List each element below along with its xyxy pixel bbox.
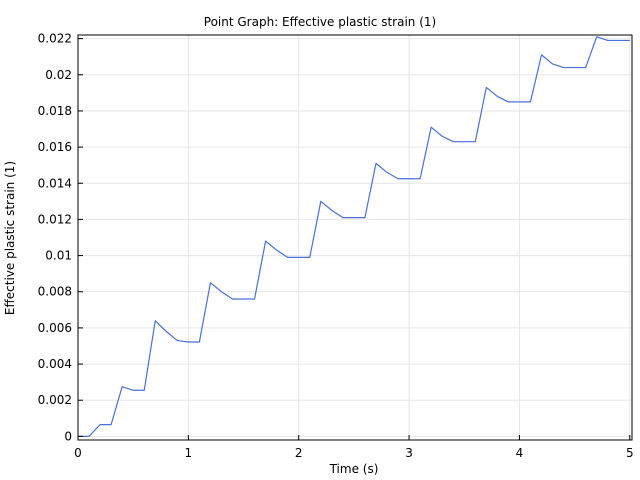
x-tick-label: 5: [626, 446, 634, 460]
x-tick-label: 3: [405, 446, 413, 460]
y-tick-label: 0: [64, 429, 72, 443]
y-tick-label: 0.014: [38, 176, 72, 190]
y-tick-label: 0.006: [38, 321, 72, 335]
x-tick-label: 0: [74, 446, 82, 460]
y-tick-label: 0.022: [38, 32, 72, 46]
y-tick-label: 0.01: [45, 249, 72, 263]
y-tick-label: 0.016: [38, 140, 72, 154]
x-tick-label: 4: [516, 446, 524, 460]
grid: [77, 35, 632, 440]
x-tick-label: 1: [185, 446, 193, 460]
y-tick-label: 0.002: [38, 393, 72, 407]
series-line: [78, 36, 630, 437]
y-axis-title: Effective plastic strain (1): [3, 161, 17, 315]
ticks: 0 1 2 3 4 5 0 0.002 0.004 0.006 0.008 0.01 0.012 0.01…: [38, 32, 634, 460]
series-layer: [78, 36, 630, 437]
x-tick-label: 2: [295, 446, 303, 460]
y-tick-label: 0.02: [45, 68, 72, 82]
plot-frame: [77, 34, 633, 441]
y-tick-label: 0.004: [38, 357, 72, 371]
y-tick-label: 0.012: [38, 212, 72, 226]
chart-title: Point Graph: Effective plastic strain (1…: [204, 15, 436, 29]
y-tick-label: 0.018: [38, 104, 72, 118]
x-axis-title: Time (s): [329, 462, 379, 476]
y-tick-label: 0.008: [38, 285, 72, 299]
